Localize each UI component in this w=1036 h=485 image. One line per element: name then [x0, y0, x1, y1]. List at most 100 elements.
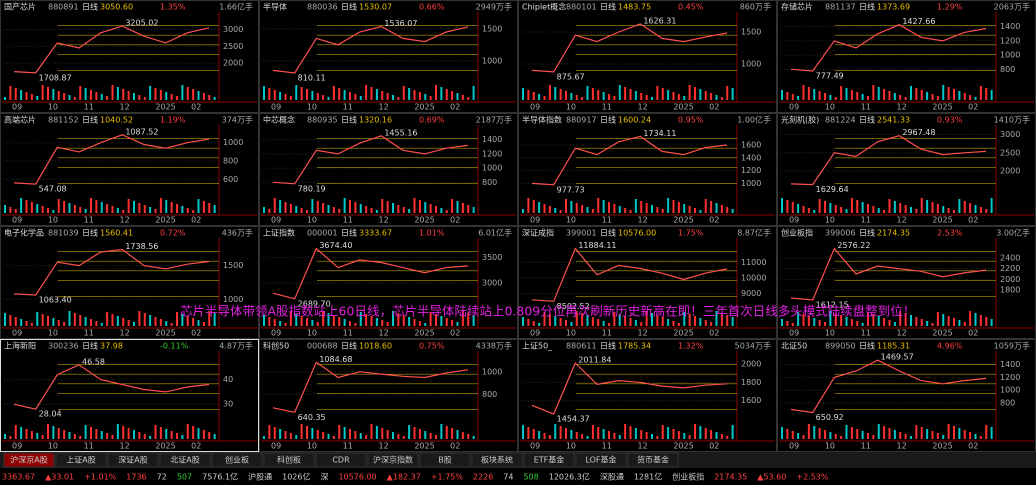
volume-bar — [47, 424, 49, 439]
volume-bar — [413, 427, 416, 439]
volume-bar — [672, 200, 675, 213]
volume-bar — [559, 318, 562, 326]
volume-bar — [883, 210, 886, 213]
volume-bar — [731, 88, 734, 100]
tab[interactable] — [627, 452, 679, 468]
low-label: 547.08 — [39, 185, 67, 194]
volume-bar — [867, 96, 869, 100]
tab-label[interactable]: B股 — [438, 456, 452, 465]
volume-bar — [418, 321, 421, 326]
tab[interactable] — [471, 452, 523, 468]
volume-bar — [36, 433, 39, 439]
tab-label[interactable]: 深证A股 — [118, 456, 147, 465]
tab[interactable] — [211, 452, 263, 468]
volume-bar — [915, 209, 918, 213]
panel-change: 0.45% — [678, 3, 704, 12]
tab-label[interactable]: 货币基金 — [637, 455, 669, 465]
tab-label[interactable]: 北证A股 — [170, 456, 199, 465]
volume-bar — [963, 430, 966, 439]
tab[interactable] — [263, 452, 315, 468]
volume-bar — [111, 85, 114, 100]
y-tick-label: 1000 — [1000, 51, 1020, 60]
volume-bar — [122, 426, 125, 439]
tab-label[interactable]: 沪深京A股 — [10, 455, 47, 465]
panel-period: 日线 — [600, 228, 616, 238]
volume-bar — [25, 200, 28, 213]
y-tick-label: 600 — [223, 175, 238, 184]
price-line — [272, 361, 469, 413]
tab-label[interactable]: 创业板 — [225, 455, 249, 465]
volume-bar — [979, 436, 982, 439]
volume-bar — [651, 97, 653, 100]
volume-bar — [591, 88, 594, 100]
x-tick-label: 12 — [379, 103, 389, 112]
volume-bar — [208, 95, 211, 100]
volume-bar — [969, 95, 972, 100]
tab-label[interactable]: LOF基金 — [585, 455, 616, 465]
volume-bar — [95, 92, 98, 100]
volume-bar — [100, 202, 103, 213]
low-label: 1612.15 — [816, 301, 849, 310]
volume-bar — [618, 206, 621, 213]
ticker-item: ▲53.60 — [757, 473, 786, 482]
volume-bar — [365, 206, 368, 213]
volume-bar — [672, 92, 675, 100]
volume-bar — [677, 94, 680, 100]
volume-bar — [829, 95, 832, 100]
price-line — [272, 25, 469, 74]
volume-bar — [467, 434, 470, 439]
tab-label[interactable]: ETF基金 — [534, 455, 565, 465]
volume-bar — [694, 316, 696, 326]
panel-code: 881039 — [48, 229, 79, 238]
panel-name: 中芯概念 — [263, 115, 295, 125]
panel-price: 1185.31 — [877, 342, 910, 351]
tab-label[interactable]: 上证A股 — [66, 456, 95, 465]
volume-bar — [726, 86, 729, 100]
volume-bar — [322, 311, 325, 326]
volume-bar — [461, 432, 464, 439]
volume-bar — [68, 203, 71, 213]
tab[interactable] — [367, 452, 419, 468]
tab-label[interactable]: 科创板 — [277, 455, 301, 465]
volume-bar — [543, 96, 546, 100]
price-line — [13, 134, 210, 185]
tab[interactable] — [575, 452, 627, 468]
volume-bar — [947, 316, 950, 326]
volume-bar — [840, 436, 843, 439]
tab[interactable] — [3, 452, 55, 468]
tab-label[interactable]: 沪深京指数 — [373, 455, 413, 465]
volume-bar — [802, 206, 805, 213]
volume-bar — [781, 90, 783, 100]
x-tick-label: 02 — [968, 442, 978, 451]
volume-bar — [791, 94, 794, 100]
volume-bar — [834, 97, 837, 100]
tab[interactable] — [419, 452, 471, 468]
volume-bar — [47, 87, 49, 100]
volume-bar — [154, 88, 157, 100]
tab[interactable] — [55, 452, 107, 468]
tab[interactable] — [159, 452, 211, 468]
volume-bar — [424, 202, 427, 213]
tab-label[interactable]: CDR — [332, 456, 350, 465]
y-tick-label: 3500 — [482, 253, 502, 262]
tab[interactable] — [107, 452, 159, 468]
volume-bar — [456, 322, 459, 326]
panel-period: 日线 — [859, 115, 875, 125]
volume-bar — [392, 203, 394, 213]
high-label: 1738.56 — [125, 242, 158, 251]
panel-code: 880917 — [566, 116, 597, 125]
low-label: 1629.64 — [816, 185, 849, 194]
volume-bar — [645, 95, 648, 100]
volume-bar — [149, 86, 152, 100]
tab[interactable] — [523, 452, 575, 468]
volume-bar — [116, 208, 119, 213]
volume-bar — [910, 86, 912, 100]
volume-bar — [100, 323, 103, 326]
volume-bar — [273, 319, 276, 326]
volume-bar — [613, 204, 616, 213]
volume-bar — [661, 209, 664, 213]
tab[interactable] — [315, 452, 367, 468]
volume-bar — [408, 88, 411, 100]
volume-bar — [661, 425, 664, 439]
tab-label[interactable]: 板块系统 — [481, 455, 513, 465]
